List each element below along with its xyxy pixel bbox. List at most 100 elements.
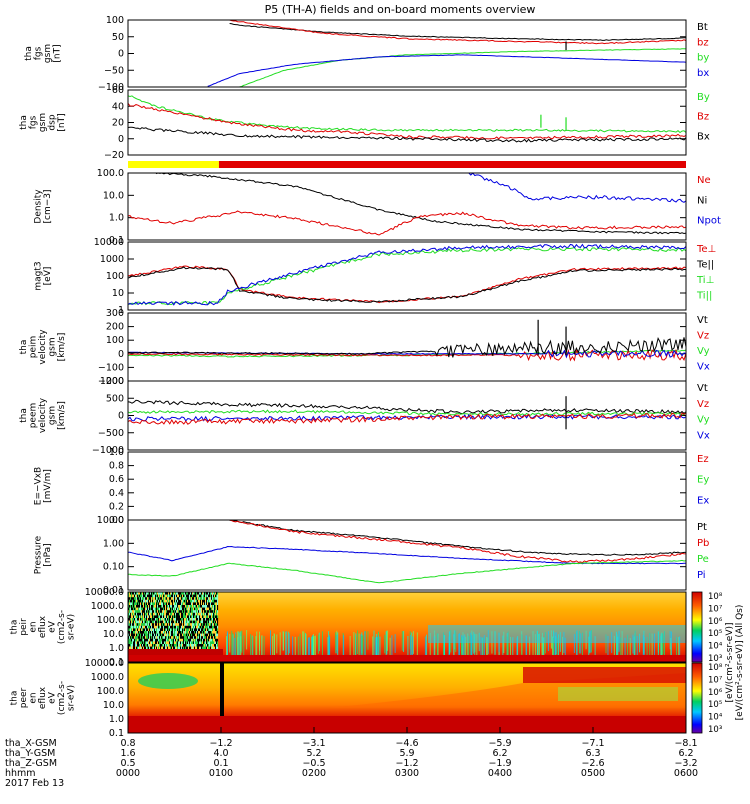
spectrogram-cell (144, 592, 146, 595)
spectrogram-cell (189, 602, 191, 606)
spectrogram-streak (355, 633, 357, 661)
spectrogram-cell (132, 607, 134, 611)
spectrogram-cell (206, 615, 208, 619)
spectrogram-cell (214, 605, 216, 608)
spectrogram-cell (135, 638, 137, 642)
spectrogram-cell (131, 623, 133, 626)
spectrogram-cell (188, 607, 190, 611)
spectrogram-cell (176, 594, 178, 598)
spectrogram-streak (465, 636, 467, 663)
spectrogram-cell (157, 618, 159, 621)
spectrogram-cell (174, 602, 176, 606)
spectrogram-cell (150, 646, 152, 650)
spectrogram-cell (158, 597, 160, 600)
spectrogram-cell (140, 625, 142, 629)
spectrogram-cell (202, 623, 204, 626)
spectrogram-cell (140, 605, 142, 608)
spectrogram-streak (663, 631, 665, 657)
spectrogram-cell (197, 599, 199, 603)
series-Vt (127, 399, 687, 415)
spectrogram-cell (209, 628, 211, 632)
spectrogram-cell (128, 636, 130, 639)
spectrogram-cell (198, 633, 200, 637)
legend-entry: Npot (697, 216, 721, 227)
spectrogram-cell (211, 623, 213, 626)
spectrogram-cell (193, 644, 195, 647)
spectrogram-cell (150, 605, 152, 608)
spectrogram-cell (210, 602, 212, 606)
spectrogram-cell (184, 620, 186, 624)
spectrogram-cell (215, 633, 217, 637)
spectrogram-cell (136, 599, 138, 603)
legend-entry: bz (697, 37, 709, 48)
spectrogram-cell (146, 638, 148, 642)
spectrogram-cell (168, 610, 170, 613)
spectrogram-cell (165, 615, 167, 619)
spectrogram-cell (201, 644, 203, 647)
x-tick-label: 0400 (488, 768, 512, 779)
spectrogram-cell (128, 594, 130, 598)
spectrogram-cell (207, 612, 209, 616)
spectrogram-cell (190, 605, 192, 608)
spectrogram-cell (184, 592, 186, 595)
spectrogram-cell (215, 592, 217, 595)
spectrogram-cell (209, 636, 211, 639)
spectrogram-cell (163, 618, 165, 621)
spectrogram-cell (133, 625, 135, 629)
spectrogram-cell (140, 636, 142, 639)
spectrogram-cell (172, 602, 174, 606)
series-Pe (128, 559, 687, 584)
spectrogram-cell (199, 599, 201, 603)
spectrogram-cell (143, 615, 145, 619)
spectrogram-cell (198, 599, 200, 603)
spectrogram-cell (152, 597, 154, 600)
spectrogram-cell (141, 644, 143, 647)
spectrogram-cell (145, 636, 147, 639)
spectrogram-cell (177, 641, 179, 645)
spectrogram-cell (195, 607, 197, 611)
spectrogram-cell (187, 602, 189, 606)
x-tick-label: 0.1 (213, 758, 228, 769)
spectrogram-cell (143, 646, 145, 650)
spectrogram-cell (209, 623, 211, 626)
spectrogram-cell (186, 599, 188, 603)
spectrogram-cell (142, 594, 144, 598)
spectrogram-cell (158, 594, 160, 598)
spectrogram-streak (367, 631, 369, 650)
spectrogram-cell (159, 592, 161, 595)
spectrogram-cell (144, 625, 146, 629)
y-axis-label-line: peer (19, 687, 29, 708)
spectrogram-cell (141, 636, 143, 639)
spectrogram-streak (670, 631, 672, 658)
spectrogram-cell (139, 597, 141, 600)
spectrogram-cell (146, 605, 148, 608)
spectrogram-cell (206, 644, 208, 647)
spectrogram-cell (175, 592, 177, 595)
spectrogram-streak (241, 630, 243, 653)
spectrogram-cell (134, 605, 136, 608)
y-tick-label: 1000.0 (91, 672, 124, 683)
spectrogram-cell (177, 610, 179, 613)
spectrogram-streak (353, 632, 355, 659)
series-Vt (127, 337, 687, 358)
spectrogram-cell (156, 623, 158, 626)
spectrogram-streak (424, 636, 426, 660)
legend-entry: Ey (697, 475, 709, 486)
legend-entry: Bz (697, 112, 709, 123)
spectrogram-cell (133, 612, 135, 616)
spectrogram-cell (136, 633, 138, 637)
spectrogram-cell (191, 641, 193, 645)
spectrogram-cell (157, 636, 159, 639)
spectrogram-cell (174, 594, 176, 598)
spectrogram-cell (180, 628, 182, 632)
spectrogram-cell (180, 612, 182, 616)
spectrogram-cell (149, 605, 151, 608)
spectrogram-cell (142, 592, 144, 595)
spectrogram-cell (210, 605, 212, 608)
spectrogram-cell (146, 625, 148, 629)
spectrogram-cell (195, 623, 197, 626)
spectrogram-cell (168, 646, 170, 650)
spectrogram-cell (163, 607, 165, 611)
spectrogram-cell (162, 625, 164, 629)
spectrogram-cell (206, 641, 208, 645)
